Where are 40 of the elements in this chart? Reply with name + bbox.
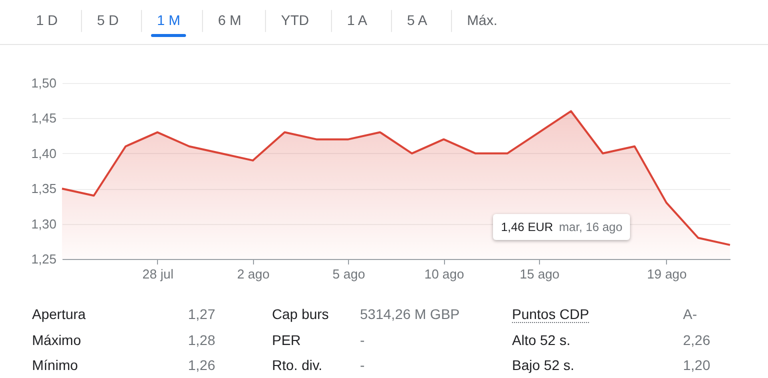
text: Bajo 52 s. [512, 357, 574, 373]
text: - [360, 332, 365, 348]
y-tick-label: 1,25 [31, 252, 56, 266]
text: 5 D [97, 12, 119, 28]
text: 2,26 [683, 332, 710, 348]
text: - [360, 357, 365, 373]
text: 1 M [157, 12, 180, 28]
x-tick-label: 19 ago [647, 266, 687, 282]
text: 1 A [347, 12, 368, 28]
y-tick-label: 1,35 [31, 181, 56, 196]
text: YTD [281, 12, 309, 28]
text: Máx. [467, 12, 498, 28]
text: 1 D [36, 12, 58, 28]
text: 1,28 [188, 332, 216, 348]
text: Cap burs [272, 306, 329, 322]
text: Alto 52 s. [512, 332, 570, 348]
text: Puntos CDP [512, 306, 590, 323]
text: 1,27 [188, 306, 216, 322]
x-tick-label: 2 ago [237, 266, 270, 282]
text: PER [272, 332, 301, 348]
y-tick-label: 1,50 [31, 76, 56, 90]
x-tick-label: 5 ago [332, 266, 366, 282]
text: A- [683, 306, 697, 322]
text: Apertura [32, 306, 86, 322]
x-tick-label: 10 ago [424, 266, 464, 282]
text: Máximo [32, 332, 82, 348]
text: 1,26 [188, 357, 216, 373]
y-tick-label: 1,30 [31, 216, 56, 232]
x-tick-label: 28 jul [142, 266, 174, 282]
annotation: 1,46 EUR [501, 220, 554, 234]
x-tick-label: 15 ago [520, 266, 560, 282]
y-tick-label: 1,45 [31, 110, 56, 126]
text: Rto. div. [272, 357, 322, 373]
annotation: mar, 16 ago [559, 220, 622, 234]
text: Mínimo [32, 357, 78, 373]
text: 5314,26 M GBP [360, 306, 460, 322]
text: 5 A [407, 12, 428, 28]
y-tick-label: 1,40 [31, 146, 56, 161]
text: 6 M [218, 12, 242, 28]
text: 1,20 [683, 357, 710, 373]
